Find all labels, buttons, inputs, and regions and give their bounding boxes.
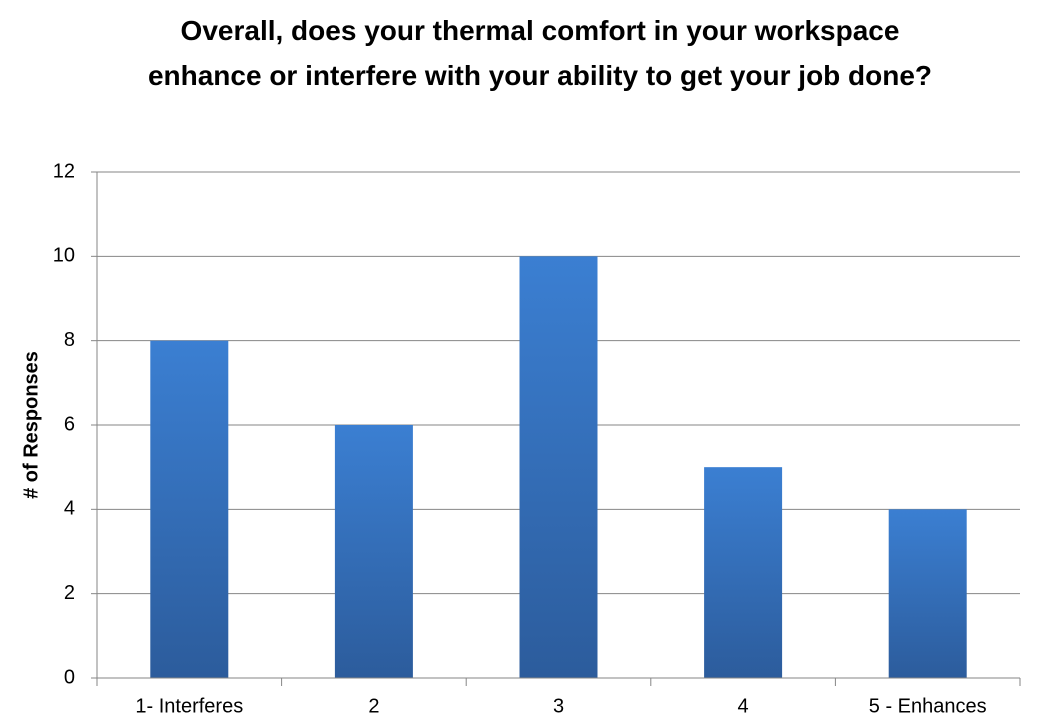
x-tick-label: 4	[738, 695, 749, 717]
y-tick-label: 6	[64, 413, 75, 435]
y-tick-label: 12	[53, 160, 75, 182]
bar	[519, 256, 598, 678]
chart-title: Overall, does your thermal comfort in yo…	[147, 15, 933, 91]
x-tick-label: 5 - Enhances	[869, 695, 987, 717]
y-tick-label: 4	[64, 498, 75, 520]
x-tick-label: 1- Interferes	[135, 695, 243, 717]
y-tick-label: 8	[64, 329, 75, 351]
x-tick-label: 2	[368, 695, 379, 717]
bar	[150, 340, 229, 678]
y-tick-label: 0	[64, 666, 75, 688]
y-axis-label: # of Responses	[20, 351, 42, 499]
bar	[334, 425, 413, 678]
y-tick-label: 10	[53, 245, 75, 267]
y-tick-label: 2	[64, 582, 75, 604]
x-tick-label: 3	[553, 695, 564, 717]
bar	[704, 467, 783, 678]
bar	[888, 509, 967, 678]
